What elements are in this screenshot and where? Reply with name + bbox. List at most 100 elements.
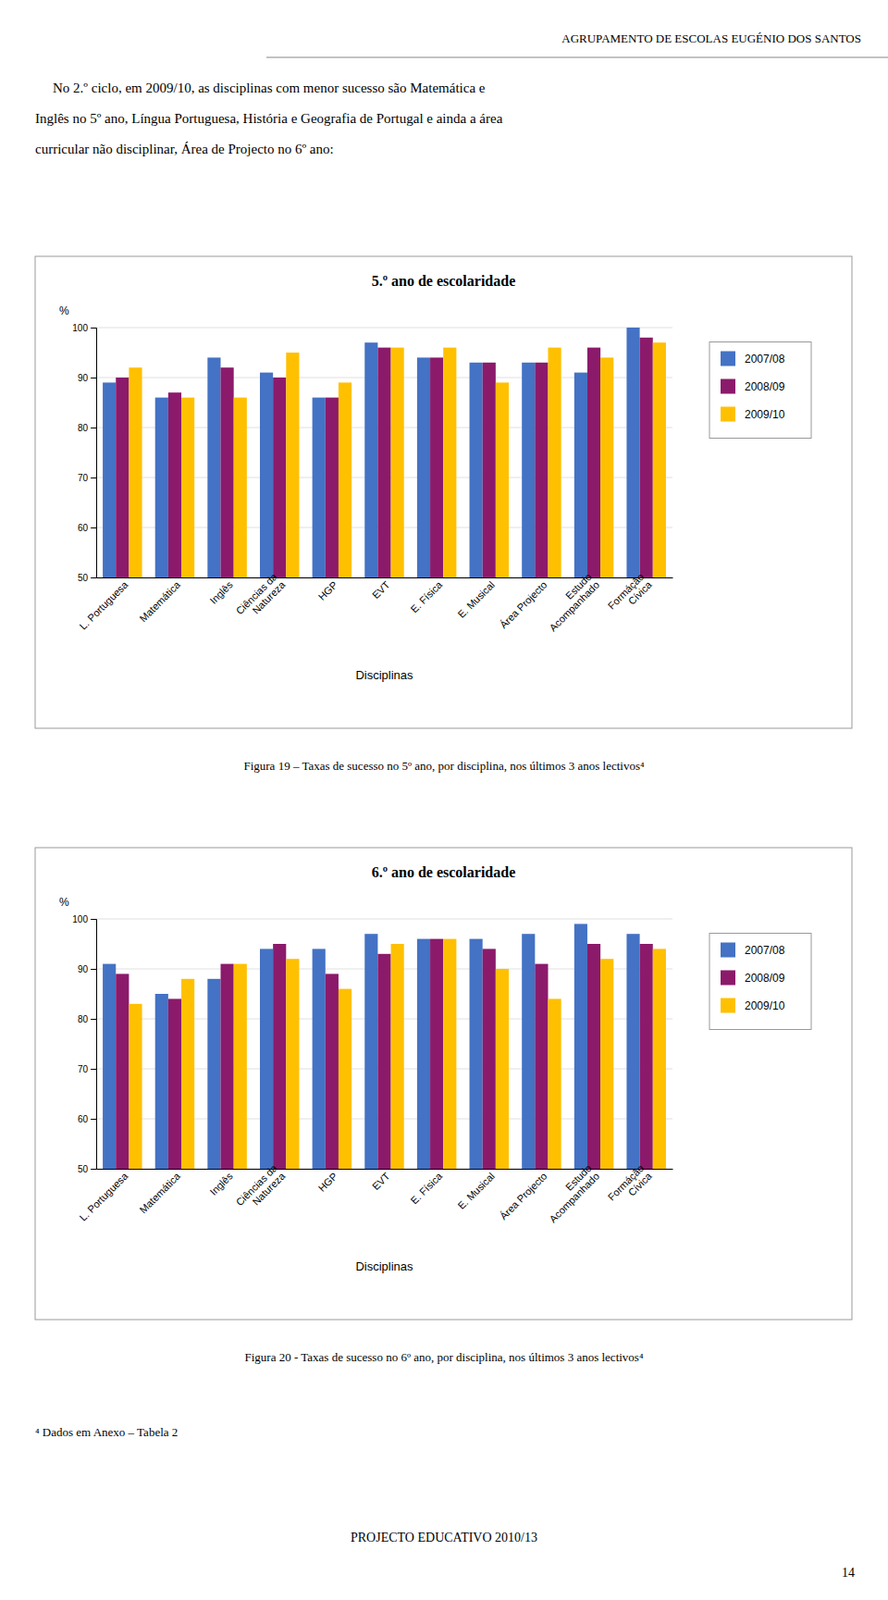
y-tick: 80 xyxy=(77,422,97,433)
legend-frame xyxy=(709,933,812,1030)
y-tick-label: 90 xyxy=(77,372,89,383)
bar xyxy=(417,938,431,1169)
intro-line: Inglês no 5º ano, Língua Portuguesa, His… xyxy=(35,111,504,126)
x-tick-label: E. Musical xyxy=(456,1170,497,1211)
bar xyxy=(102,382,116,578)
bar xyxy=(587,347,601,578)
axis-domain xyxy=(90,919,98,1170)
x-tick: EstudoAcompanhado xyxy=(539,570,602,633)
x-tick-label: HGP xyxy=(316,1170,340,1194)
x-tick-label-line: Matemática xyxy=(136,1169,183,1215)
x-tick-label-line: EVT xyxy=(370,578,393,601)
bar xyxy=(234,397,247,578)
bar xyxy=(338,988,352,1169)
y-tick-mark xyxy=(90,327,97,329)
bar xyxy=(285,352,299,578)
x-tick: HGP xyxy=(316,579,340,603)
bar xyxy=(430,938,444,1169)
x-tick-label: Área Projecto xyxy=(497,579,550,631)
bars xyxy=(102,327,666,578)
legend-swatch xyxy=(720,970,736,986)
y-tick-mark xyxy=(90,527,97,529)
y-tick: 100 xyxy=(72,322,97,333)
bar xyxy=(417,357,431,578)
x-tick-label: Matemática xyxy=(136,1169,183,1215)
bar xyxy=(547,347,561,578)
caption: Figura 20 - Taxas de sucesso no 6º ano, … xyxy=(245,1349,644,1364)
x-tick-label: Inglês xyxy=(207,578,235,606)
y-tick: 90 xyxy=(77,372,97,383)
x-tick-label: FormáçãoCívica xyxy=(605,1160,655,1210)
x-axis-label: Disciplinas xyxy=(355,667,414,682)
bar xyxy=(168,998,182,1169)
bar xyxy=(521,933,535,1169)
bar xyxy=(391,347,405,578)
x-tick-label: EVT xyxy=(370,578,393,601)
x-tick: Inglês xyxy=(207,1169,235,1197)
x-tick: HGP xyxy=(316,1170,340,1194)
y-tick-mark xyxy=(90,918,97,920)
bar xyxy=(207,978,221,1169)
bar xyxy=(430,357,444,578)
page: AGRUPAMENTO DE ESCOLAS EUGÉNIO DOS SANTO… xyxy=(0,0,888,1600)
y-tick-mark xyxy=(90,427,97,429)
bar xyxy=(574,372,588,578)
bar xyxy=(128,367,142,578)
bar xyxy=(181,978,195,1169)
x-tick-label-line: L. Portuguesa xyxy=(77,1169,132,1223)
x-tick-label-line: Matemática xyxy=(136,578,183,624)
x-tick-label-line: Natureza xyxy=(249,578,288,617)
x-tick-label-line: Cívica xyxy=(626,1169,655,1198)
y-tick-label: 50 xyxy=(77,1163,89,1174)
y-tick: 60 xyxy=(77,1113,97,1124)
legend-item: 2009/10 xyxy=(720,407,786,422)
bar xyxy=(640,337,654,578)
y-tick-mark xyxy=(90,1068,97,1070)
bar xyxy=(325,973,339,1169)
x-tick-label: Matemática xyxy=(136,578,183,624)
bar xyxy=(469,362,483,578)
header-rule xyxy=(266,57,888,59)
bar xyxy=(377,347,391,578)
bar xyxy=(285,958,299,1169)
chart: 6.º ano de escolaridade%5060708090100L. … xyxy=(35,847,852,1419)
bar xyxy=(443,938,457,1169)
y-tick: 90 xyxy=(77,963,97,975)
plot: 5060708090100L. PortuguesaMatemáticaIngl… xyxy=(72,322,673,827)
y-tick: 60 xyxy=(77,522,97,533)
intro-line: No 2.º ciclo, em 2009/10, as disciplinas… xyxy=(52,80,486,96)
legend-swatch xyxy=(720,998,736,1013)
footnote: ⁴ Dados em Anexo – Tabela 2 xyxy=(35,1424,178,1439)
intro-line: curricular não disciplinar, Área de Proj… xyxy=(35,141,334,157)
bar xyxy=(653,948,666,1169)
x-tick: Inglês xyxy=(207,578,235,606)
chart-title: 5.º ano de escolaridade xyxy=(371,272,517,289)
x-tick-label-line: E. Física xyxy=(408,578,445,615)
bar xyxy=(574,923,588,1169)
x-tick-label-line: HGP xyxy=(316,1170,340,1194)
bar xyxy=(469,938,483,1169)
bar-series xyxy=(102,923,641,1169)
x-tick: L. Portuguesa xyxy=(77,578,132,632)
bar xyxy=(626,327,640,578)
x-tick: EstudoAcompanhado xyxy=(539,1161,602,1224)
grid-line xyxy=(96,918,673,920)
x-tick-label: E. Física xyxy=(408,1169,445,1206)
x-tick-label-line: Acompanhado xyxy=(547,1170,603,1225)
bar xyxy=(312,397,326,578)
y-tick-mark xyxy=(90,968,97,970)
x-tick-label-line: Acompanhado xyxy=(547,579,603,634)
bar-series xyxy=(115,938,654,1169)
y-tick-mark xyxy=(90,1118,97,1120)
bar xyxy=(364,342,378,578)
bar xyxy=(600,357,614,578)
x-tick-label-line: E. Musical xyxy=(456,1170,497,1211)
bar xyxy=(640,943,654,1169)
x-tick: Matemática xyxy=(136,578,183,624)
plot: 5060708090100L. PortuguesaMatemáticaIngl… xyxy=(72,913,673,1419)
legend-item: 2007/08 xyxy=(720,942,786,958)
legend-swatch xyxy=(720,379,736,395)
x-tick-label-line: Área Projecto xyxy=(497,1170,550,1222)
y-axis: 5060708090100 xyxy=(72,322,97,583)
x-tick: FormáçãoCívica xyxy=(605,1160,655,1210)
